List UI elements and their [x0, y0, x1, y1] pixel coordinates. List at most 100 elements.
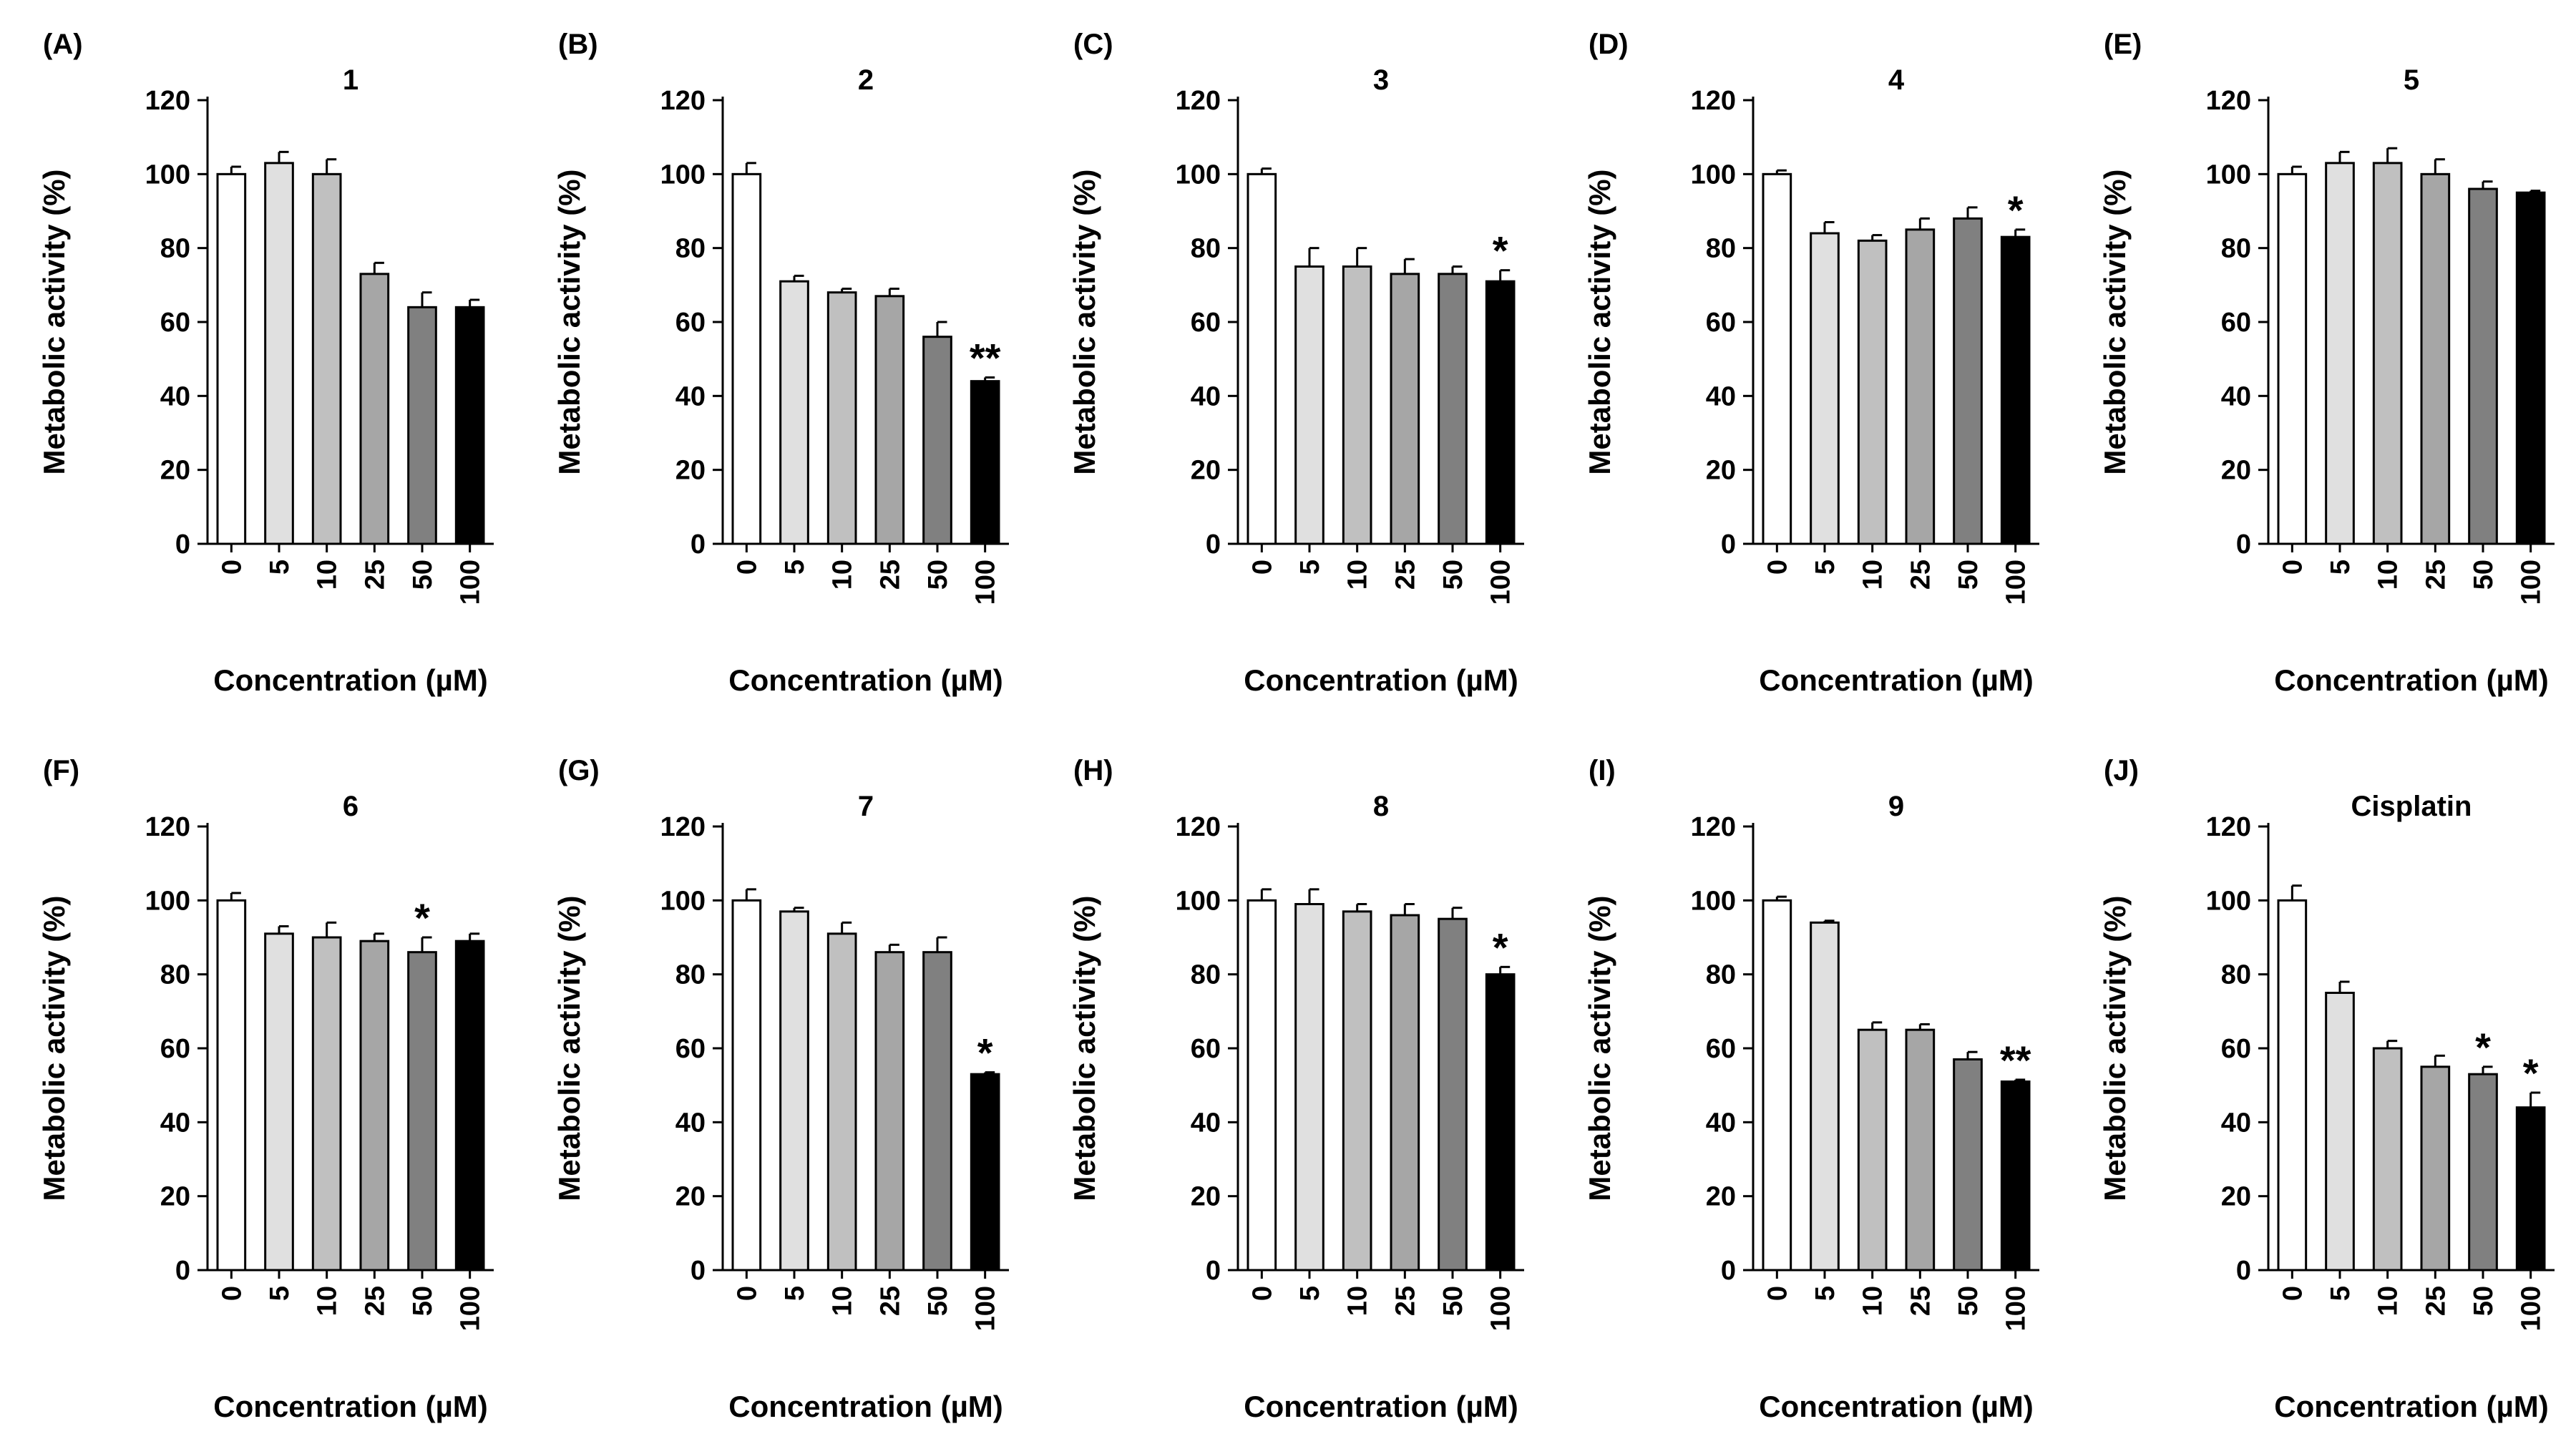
bar: [2277, 172, 2308, 545]
x-tick-label: 100: [2001, 1286, 2031, 1331]
y-tick-label: 0: [1721, 530, 1736, 560]
y-tick-label: 100: [1176, 886, 1221, 916]
panel-letter: (H): [1073, 755, 1113, 786]
y-tick-label: 80: [1191, 234, 1221, 264]
y-axis-title: Metabolic activity (%): [1583, 169, 1616, 474]
x-tick-label: 100: [971, 1286, 1001, 1331]
bar: [2277, 899, 2308, 1272]
bar: [1294, 265, 1324, 545]
bar: [970, 380, 1000, 545]
bar: [779, 910, 809, 1272]
y-tick-label: 120: [2206, 86, 2251, 116]
significance-marker: **: [970, 336, 1001, 381]
y-tick-label: 20: [2221, 456, 2251, 486]
x-tick-label: 10: [1343, 1286, 1373, 1316]
x-tick-label: 10: [828, 560, 858, 590]
x-tick-label: 10: [1858, 1286, 1888, 1316]
bar: [2468, 1073, 2498, 1272]
y-tick-label: 120: [1691, 812, 1736, 842]
bar: [1857, 239, 1888, 545]
x-axis-title: Concentration (µM): [2274, 1390, 2549, 1423]
x-tick-label: 5: [1295, 560, 1325, 575]
bar: [2000, 1080, 2031, 1272]
bar: [216, 899, 247, 1272]
bar: [731, 899, 762, 1272]
x-tick-label: 50: [923, 560, 953, 590]
y-tick-label: 0: [1721, 1256, 1736, 1286]
x-tick-label: 100: [971, 560, 1001, 605]
bar: [922, 336, 952, 545]
bar: [874, 295, 905, 545]
bar: [407, 306, 437, 545]
y-tick-label: 0: [691, 530, 706, 560]
y-tick-label: 100: [145, 886, 190, 916]
y-tick-label: 80: [1191, 960, 1221, 990]
significance-marker: *: [1493, 228, 1508, 273]
panel-letter: (I): [1589, 755, 1616, 786]
bar: [2372, 1047, 2403, 1272]
chart-panel: (C) 3 0 20 40 60 80 100 120 0 5 10 25 50 * 100 Metabolic…: [1068, 29, 1524, 697]
bar: [1857, 1028, 1888, 1272]
bar: [1810, 921, 1840, 1272]
y-axis-title: Metabolic activity (%): [37, 169, 71, 474]
bar: [1762, 899, 1792, 1272]
y-tick-label: 40: [2221, 381, 2251, 411]
bar: [2515, 1106, 2546, 1272]
x-tick-label: 100: [2001, 560, 2031, 605]
x-tick-label: 0: [1762, 560, 1792, 575]
bar: [264, 932, 294, 1272]
x-tick-label: 25: [875, 1286, 905, 1316]
x-tick-label: 5: [2326, 1286, 2356, 1301]
x-tick-label: 50: [408, 1286, 438, 1316]
bar: [1390, 273, 1420, 545]
x-tick-label: 25: [2421, 1286, 2451, 1316]
significance-marker: **: [2000, 1038, 2031, 1083]
y-tick-label: 100: [145, 160, 190, 190]
y-tick-label: 40: [2221, 1108, 2251, 1138]
x-tick-label: 0: [1247, 1286, 1277, 1301]
y-tick-label: 0: [175, 530, 190, 560]
x-axis-title: Concentration (µM): [213, 663, 488, 697]
significance-marker: *: [2523, 1050, 2539, 1096]
x-axis-title: Concentration (µM): [728, 1390, 1003, 1423]
bar: [1342, 910, 1372, 1272]
x-tick-label: 25: [2421, 560, 2451, 590]
bar: [1246, 172, 1277, 545]
y-tick-label: 0: [1206, 1256, 1221, 1286]
y-tick-label: 120: [2206, 812, 2251, 842]
y-tick-label: 60: [2221, 1034, 2251, 1064]
x-axis-title: Concentration (µM): [1759, 663, 2034, 697]
y-tick-label: 40: [675, 1108, 706, 1138]
x-axis-title: Concentration (µM): [728, 663, 1003, 697]
y-tick-label: 0: [1206, 530, 1221, 560]
x-tick-label: 0: [732, 1286, 762, 1301]
bar: [1953, 217, 1983, 545]
bar: [2420, 1065, 2451, 1272]
y-tick-label: 80: [1706, 234, 1736, 264]
x-tick-label: 5: [780, 1286, 810, 1301]
panel-letter: (A): [43, 29, 83, 60]
bar: [1390, 914, 1420, 1272]
y-tick-label: 40: [1706, 381, 1736, 411]
x-tick-label: 0: [1247, 560, 1277, 575]
x-tick-label: 50: [1953, 1286, 1984, 1316]
y-tick-label: 20: [1191, 1182, 1221, 1212]
y-axis-title: Metabolic activity (%): [2098, 895, 2132, 1201]
y-tick-label: 40: [675, 381, 706, 411]
y-tick-label: 120: [1176, 86, 1221, 116]
y-tick-label: 100: [2206, 886, 2251, 916]
y-tick-label: 60: [675, 308, 706, 338]
chart-panel: (G) 7 0 20 40 60 80 100 120 0 5 10 25 50 * 100 Metabolic…: [552, 755, 1009, 1423]
y-tick-label: 40: [1191, 381, 1221, 411]
x-axis-title: Concentration (µM): [1244, 663, 1518, 697]
bar: [1294, 903, 1324, 1272]
significance-marker: *: [414, 895, 430, 940]
chart-panel: (J) Cisplatin 0 20 40 60 80 100 120 0 5 10 25 * 50 * 100…: [2098, 755, 2555, 1423]
chart-title: Cisplatin: [2351, 791, 2472, 822]
panel-letter: (G): [558, 755, 600, 786]
x-tick-label: 100: [1486, 560, 1516, 605]
chart-title: 1: [343, 64, 358, 96]
chart-title: 4: [1888, 64, 1905, 96]
